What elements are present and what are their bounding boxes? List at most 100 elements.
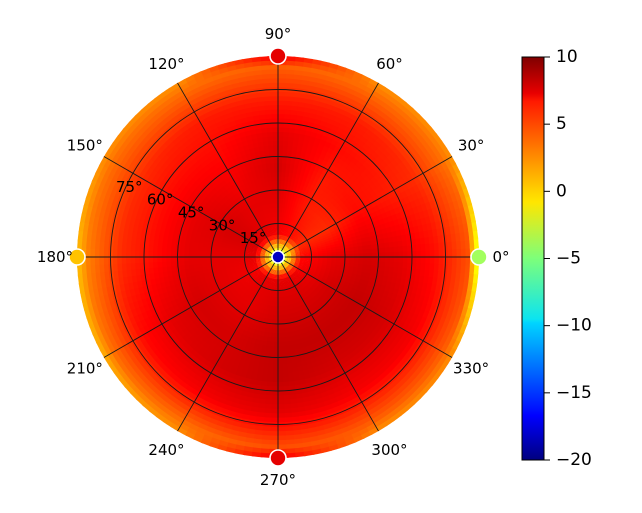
heatmap-cell	[283, 185, 288, 191]
heatmap-cell	[261, 218, 266, 225]
heatmap-cell	[281, 244, 285, 250]
heatmap-cell	[269, 235, 273, 241]
heatmap-cell	[219, 257, 225, 261]
heatmap-cell	[201, 250, 207, 255]
heatmap-cell	[273, 269, 276, 276]
heatmap-cell	[179, 257, 185, 263]
heatmap-cell	[260, 214, 265, 221]
heatmap-cell	[272, 162, 278, 168]
heatmap-cell	[260, 261, 266, 265]
heatmap-cell	[269, 350, 275, 356]
heatmap-cell	[272, 278, 275, 285]
heatmap-cell	[299, 261, 305, 265]
heatmap-cell	[260, 251, 266, 254]
heatmap-cell	[288, 270, 293, 276]
heatmap-cell	[255, 275, 261, 281]
heatmap-cell	[262, 264, 268, 268]
heatmap-cell	[269, 245, 274, 250]
heatmap-cell	[280, 167, 286, 173]
polar-heatmap	[77, 56, 479, 458]
heatmap-cell	[296, 306, 302, 313]
heatmap-cell	[300, 283, 306, 289]
heatmap-cell	[285, 262, 290, 266]
heatmap-cell	[256, 247, 262, 251]
heatmap-cell	[251, 224, 257, 230]
heatmap-cell	[294, 263, 300, 267]
heatmap-cell	[262, 228, 267, 234]
heatmap-cell	[289, 233, 294, 239]
heatmap-cell	[370, 268, 377, 275]
heatmap-cell	[303, 247, 309, 251]
heatmap-cell	[269, 319, 274, 325]
heatmap-cell	[286, 252, 292, 255]
heatmap-cell	[264, 260, 270, 263]
heatmap-cell	[287, 232, 291, 238]
heatmap-cell	[286, 258, 292, 260]
heatmap-cell	[286, 258, 292, 261]
heatmap-cell	[272, 265, 276, 271]
heatmap-cell	[288, 213, 292, 219]
heatmap-cell	[188, 257, 194, 262]
heatmap-cell	[268, 277, 272, 284]
heatmap-cell	[250, 238, 257, 243]
heatmap-cell	[301, 214, 307, 221]
heatmap-cell	[288, 227, 292, 233]
heatmap-cell	[253, 305, 259, 312]
heatmap-cell	[242, 281, 248, 287]
heatmap-cell	[278, 346, 284, 352]
heatmap-cell	[229, 268, 236, 273]
heatmap-cell	[296, 241, 302, 245]
heatmap-cell	[260, 235, 265, 241]
heatmap-cell	[261, 262, 267, 266]
heatmap-cell	[286, 242, 291, 248]
heatmap-cell	[288, 295, 293, 301]
heatmap-cell	[278, 323, 282, 330]
heatmap-cell	[262, 264, 268, 269]
heatmap-cell	[315, 270, 321, 275]
heatmap-cell	[278, 270, 280, 276]
heatmap-cell	[274, 189, 278, 195]
heatmap-cell	[272, 243, 275, 249]
heatmap-cell	[371, 247, 377, 253]
heatmap-cell	[326, 276, 333, 282]
heatmap-cell	[280, 243, 283, 249]
heatmap-cell	[254, 275, 260, 280]
heatmap-cell	[283, 239, 286, 245]
heatmap-cell	[259, 259, 265, 262]
heatmap-cell	[249, 215, 254, 221]
heatmap-cell	[254, 201, 260, 208]
heatmap-cell	[229, 266, 235, 271]
heatmap-cell	[265, 242, 270, 248]
heatmap-cell	[256, 297, 262, 304]
heatmap-cell	[287, 266, 292, 271]
heatmap-cell	[257, 237, 263, 243]
heatmap-cell	[290, 294, 294, 301]
heatmap-cell	[284, 262, 289, 267]
heatmap-cell	[261, 274, 266, 280]
heatmap-cell	[270, 278, 274, 284]
heatmap-cell	[283, 269, 286, 275]
heatmap-cell	[279, 238, 282, 244]
heatmap-cell	[296, 275, 301, 281]
heatmap-cell	[308, 281, 315, 287]
heatmap-cell	[259, 242, 265, 247]
heatmap-cell	[295, 297, 300, 303]
heatmap-cell	[278, 274, 281, 280]
heatmap-cell	[283, 273, 287, 279]
heatmap-cell	[264, 295, 268, 301]
heatmap-cell	[257, 287, 262, 294]
heatmap-cell	[286, 252, 292, 255]
heatmap-cell	[269, 263, 273, 269]
heatmap-cell	[340, 259, 346, 263]
heatmap-cell	[267, 217, 271, 223]
heatmap-cell	[318, 273, 325, 279]
heatmap-cell	[241, 236, 248, 241]
heatmap-cell	[201, 247, 208, 252]
heatmap-cell	[271, 328, 276, 334]
heatmap-cell	[324, 240, 331, 245]
heatmap-cell	[306, 277, 312, 282]
heatmap-cell	[294, 262, 300, 266]
heatmap-cell	[263, 218, 268, 224]
heatmap-cell	[260, 260, 266, 263]
heatmap-cell	[296, 211, 301, 218]
